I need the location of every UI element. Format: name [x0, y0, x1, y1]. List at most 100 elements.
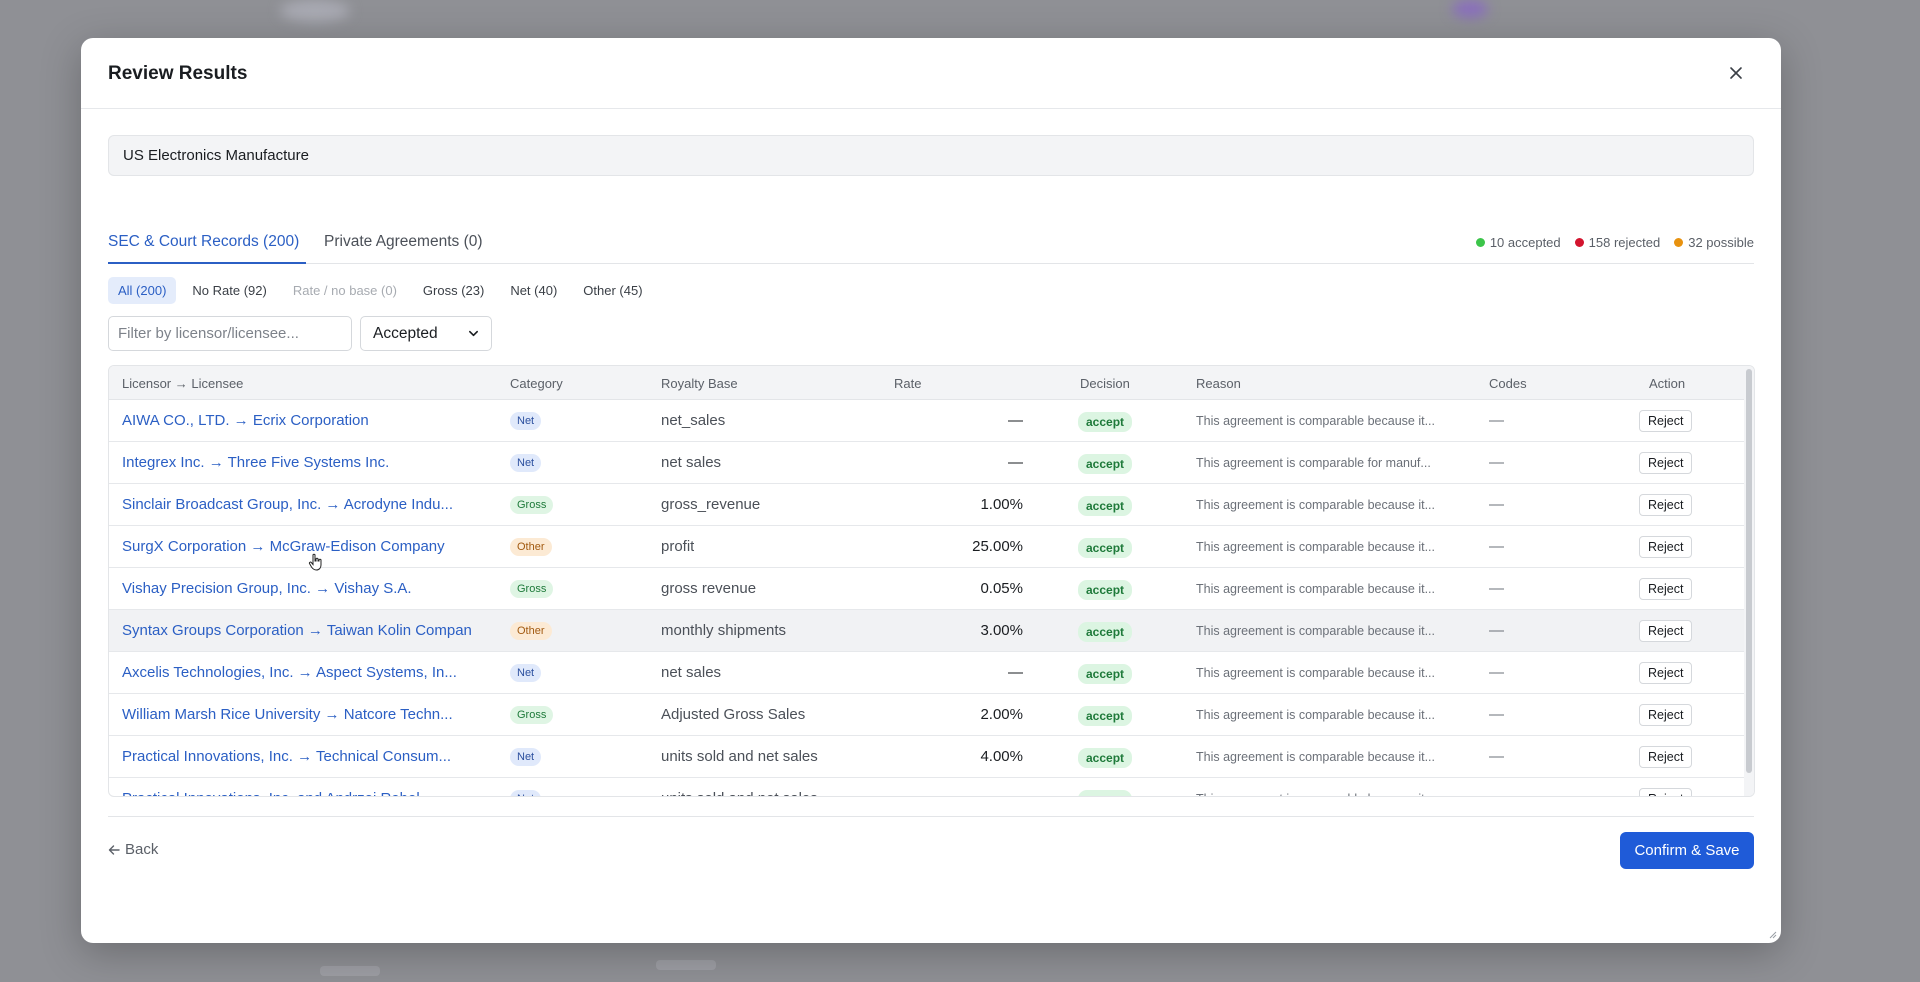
table-row[interactable]: Syntax Groups Corporation → Taiwan Kolin…	[109, 610, 1745, 652]
subtab-net[interactable]: Net (40)	[510, 283, 558, 298]
rate-value: 2.00%	[980, 706, 1023, 723]
results-table: Licensor → Licensee Category Royalty Bas…	[108, 365, 1755, 797]
licensor-licensee-link[interactable]: AIWA CO., LTD. → Ecrix Corporation	[122, 412, 369, 429]
licensor-licensee-link[interactable]: Practical Innovations, Inc. and Andrzej …	[122, 790, 502, 796]
reject-button[interactable]: Reject	[1639, 746, 1693, 768]
licensor-licensee-link[interactable]: SurgX Corporation → McGraw-Edison Compan…	[122, 538, 445, 555]
col-header-action: Action	[1649, 376, 1686, 391]
reject-button[interactable]: Reject	[1639, 620, 1693, 642]
rejected-dot-icon	[1574, 238, 1584, 247]
licensor-licensee-link[interactable]: Sinclair Broadcast Group, Inc. → Acrodyn…	[122, 496, 453, 513]
category-badge: Net	[510, 412, 542, 430]
decision-badge: accept	[1078, 580, 1133, 600]
codes-value: —	[1489, 622, 1504, 639]
confirm-save-button[interactable]: Confirm & Save	[1620, 832, 1754, 869]
table-scrollbar-thumb[interactable]	[1746, 369, 1752, 773]
reason-text: This agreement is comparable because it.…	[1196, 624, 1436, 638]
dataset-name-field[interactable]: US Electronics Manufacture	[108, 135, 1754, 176]
reason-text: This agreement is comparable because it.…	[1196, 498, 1436, 512]
decision-badge: accept	[1078, 748, 1133, 768]
background-avatar	[1452, 0, 1488, 18]
table-scrollbar[interactable]	[1744, 366, 1754, 796]
col-header-reason[interactable]: Reason	[1196, 376, 1241, 391]
col-header-decision[interactable]: Decision	[1080, 376, 1130, 391]
licensor-licensee-link[interactable]: Vishay Precision Group, Inc. → Vishay S.…	[122, 580, 412, 597]
decision-badge: accept	[1078, 412, 1133, 432]
rate-value: 1.00%	[980, 496, 1023, 513]
reason-text: This agreement is comparable because it.…	[1196, 750, 1436, 764]
royalty-base: units sold and net sales	[661, 790, 818, 796]
col-header-base[interactable]: Royalty Base	[661, 376, 738, 391]
category-badge: Other	[510, 622, 552, 640]
table-row[interactable]: AIWA CO., LTD. → Ecrix Corporation Net net…	[109, 400, 1745, 442]
close-button[interactable]	[1725, 62, 1747, 84]
table-row[interactable]: Practical Innovations, Inc. and Andrzej …	[109, 778, 1745, 796]
codes-value: —	[1489, 580, 1504, 597]
hand-cursor-icon	[308, 553, 322, 571]
table-row[interactable]: Vishay Precision Group, Inc. → Vishay S.…	[109, 568, 1745, 610]
back-button[interactable]: Back	[108, 841, 158, 858]
reject-button[interactable]: Reject	[1639, 536, 1693, 558]
rate-value: —	[1008, 454, 1023, 471]
royalty-base: profit	[661, 538, 695, 555]
stat-rejected-label: 158 rejected	[1588, 235, 1661, 250]
subtab-all[interactable]: All (200)	[108, 277, 177, 304]
status-select[interactable]: Accepted	[360, 316, 492, 351]
rate-value: 25.00%	[972, 538, 1023, 555]
tab-sec-court-records[interactable]: SEC & Court Records (200)	[108, 233, 300, 250]
royalty-base: net_sales	[661, 412, 726, 429]
table-row[interactable]: William Marsh Rice University → Natcore …	[109, 694, 1745, 736]
col-header-codes[interactable]: Codes	[1489, 376, 1527, 391]
reject-button[interactable]: Reject	[1639, 578, 1693, 600]
col-header-pair[interactable]: Licensor → Licensee	[122, 376, 244, 391]
rate-value: —	[1008, 412, 1023, 429]
reject-button[interactable]: Reject	[1639, 662, 1693, 684]
licensor-licensee-link[interactable]: William Marsh Rice University → Natcore …	[122, 706, 453, 723]
close-icon	[1730, 67, 1742, 79]
arrow-left-icon	[108, 844, 120, 855]
codes-value: —	[1489, 496, 1504, 513]
royalty-base: units sold and net sales	[661, 748, 818, 765]
reject-button[interactable]: Reject	[1639, 704, 1693, 726]
subtab-no-rate[interactable]: No Rate (92)	[192, 283, 267, 298]
possible-dot-icon	[1674, 238, 1684, 247]
stat-accepted: 10 accepted	[1475, 235, 1561, 250]
category-badge: Gross	[510, 580, 554, 598]
reason-text: This agreement is comparable because it.…	[1196, 708, 1436, 722]
licensor-filter-input[interactable]	[108, 316, 352, 351]
reason-text: This agreement is comparable because it.…	[1196, 666, 1436, 680]
reject-button[interactable]: Reject	[1639, 452, 1693, 474]
reason-text: This agreement is comparable for manuf..…	[1196, 456, 1431, 470]
licensor-licensee-link[interactable]: Integrex Inc. → Three Five Systems Inc.	[122, 454, 390, 471]
modal-title: Review Results	[108, 63, 248, 84]
royalty-base: gross revenue	[661, 580, 757, 597]
codes-value: —	[1489, 706, 1504, 723]
col-header-category[interactable]: Category	[510, 376, 563, 391]
reject-button[interactable]: Reject	[1639, 494, 1693, 516]
codes-value: —	[1489, 454, 1504, 471]
decision-stats: 10 accepted 158 rejected 32 possible	[1475, 235, 1754, 250]
codes-value: —	[1489, 412, 1504, 429]
reason-text: This agreement is comparable because it.…	[1196, 540, 1436, 554]
subtab-other[interactable]: Other (45)	[583, 283, 643, 298]
tab-private-agreements[interactable]: Private Agreements (0)	[324, 233, 483, 250]
reason-text: This agreement is comparable because it.…	[1196, 792, 1462, 796]
table-row[interactable]: SurgX Corporation → McGraw-Edison Compan…	[109, 526, 1745, 568]
subtab-rate-no-base[interactable]: Rate / no base (0)	[292, 283, 397, 298]
col-header-rate[interactable]: Rate	[894, 376, 922, 391]
subtab-gross[interactable]: Gross (23)	[422, 283, 485, 298]
tabs-divider	[108, 263, 1754, 264]
table-row[interactable]: Sinclair Broadcast Group, Inc. → Acrodyn…	[109, 484, 1745, 526]
table-row[interactable]: Practical Innovations, Inc. → Technical …	[109, 736, 1745, 778]
reject-button[interactable]: Reject	[1639, 788, 1693, 796]
table-row[interactable]: Integrex Inc. → Three Five Systems Inc. N…	[109, 442, 1745, 484]
resize-handle-icon[interactable]	[1767, 929, 1777, 939]
background-shape	[656, 960, 716, 970]
reject-button[interactable]: Reject	[1639, 410, 1693, 432]
stat-possible: 32 possible	[1674, 235, 1754, 250]
codes-value: —	[1489, 748, 1504, 765]
table-row[interactable]: Axcelis Technologies, Inc. → Aspect Syst…	[109, 652, 1745, 694]
licensor-licensee-link[interactable]: Axcelis Technologies, Inc. → Aspect Syst…	[122, 664, 457, 681]
licensor-licensee-link[interactable]: Syntax Groups Corporation → Taiwan Kolin…	[122, 622, 472, 639]
licensor-licensee-link[interactable]: Practical Innovations, Inc. → Technical …	[122, 748, 452, 765]
